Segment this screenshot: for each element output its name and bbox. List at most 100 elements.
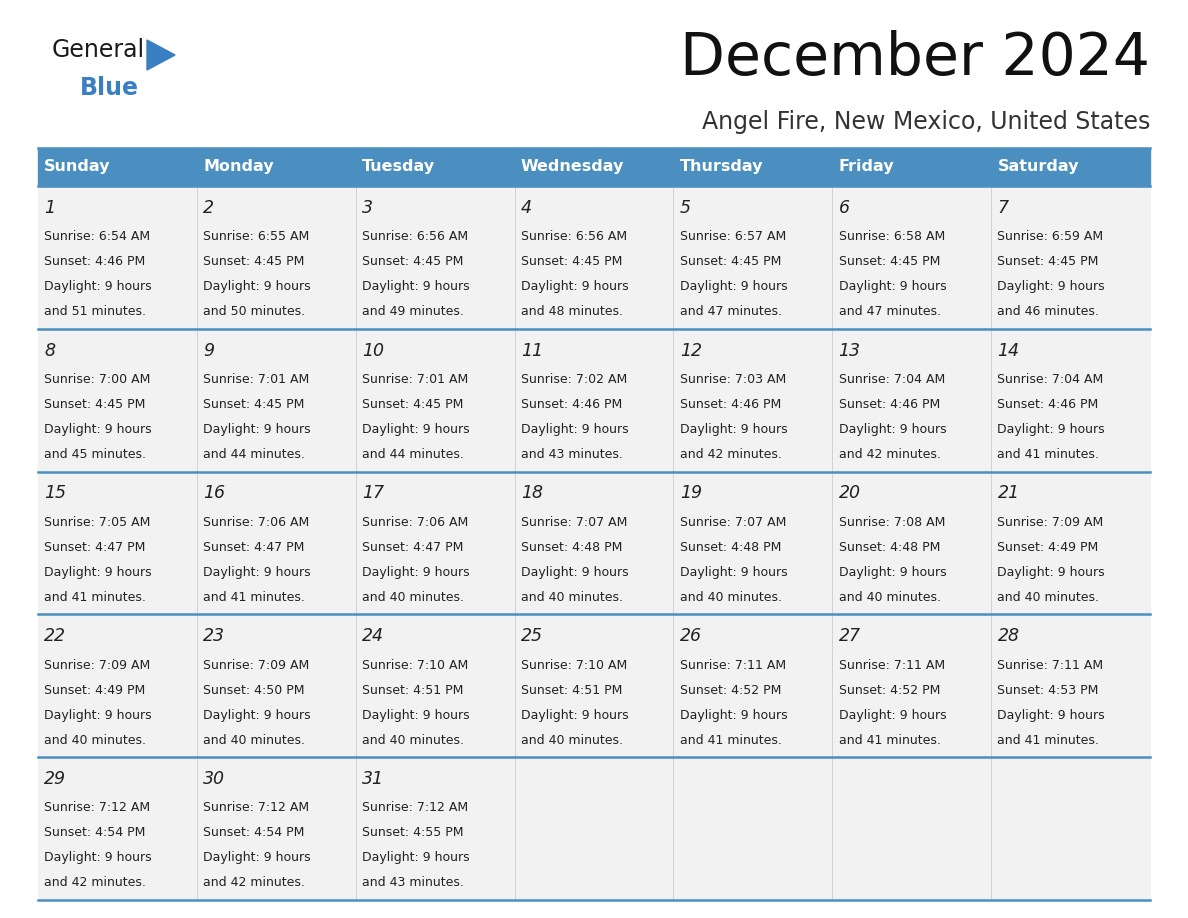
Text: and 45 minutes.: and 45 minutes. [44,448,146,461]
Text: Daylight: 9 hours: Daylight: 9 hours [520,565,628,579]
Text: and 40 minutes.: and 40 minutes. [520,591,623,604]
Text: and 48 minutes.: and 48 minutes. [520,306,623,319]
Text: General: General [52,38,145,62]
Text: Sunrise: 7:10 AM: Sunrise: 7:10 AM [362,659,468,672]
Text: Daylight: 9 hours: Daylight: 9 hours [203,423,311,436]
Text: and 40 minutes.: and 40 minutes. [362,733,465,746]
Text: Sunrise: 7:10 AM: Sunrise: 7:10 AM [520,659,627,672]
Text: Sunset: 4:51 PM: Sunset: 4:51 PM [520,684,623,697]
Text: 25: 25 [520,627,543,645]
Text: 27: 27 [839,627,860,645]
Text: and 40 minutes.: and 40 minutes. [520,733,623,746]
Text: 5: 5 [680,199,690,217]
Text: Daylight: 9 hours: Daylight: 9 hours [44,280,152,293]
Text: Monday: Monday [203,160,274,174]
Text: Sunrise: 6:59 AM: Sunrise: 6:59 AM [998,230,1104,243]
Text: and 42 minutes.: and 42 minutes. [44,877,146,890]
Text: Daylight: 9 hours: Daylight: 9 hours [839,423,947,436]
Text: 1: 1 [44,199,56,217]
Text: Sunrise: 6:57 AM: Sunrise: 6:57 AM [680,230,786,243]
Text: 24: 24 [362,627,384,645]
Text: Sunset: 4:52 PM: Sunset: 4:52 PM [839,684,940,697]
Text: Sunset: 4:46 PM: Sunset: 4:46 PM [520,398,623,411]
Text: Sunset: 4:45 PM: Sunset: 4:45 PM [203,398,304,411]
Text: Daylight: 9 hours: Daylight: 9 hours [680,709,788,722]
Text: Saturday: Saturday [998,160,1079,174]
Bar [38,757,1150,900]
Text: Daylight: 9 hours: Daylight: 9 hours [362,709,469,722]
Text: 26: 26 [680,627,702,645]
Text: 30: 30 [203,770,226,788]
Text: Sunset: 4:49 PM: Sunset: 4:49 PM [998,541,1099,554]
Text: Sunset: 4:47 PM: Sunset: 4:47 PM [203,541,304,554]
Text: Sunset: 4:45 PM: Sunset: 4:45 PM [44,398,146,411]
Text: 16: 16 [203,485,226,502]
Text: Sunset: 4:48 PM: Sunset: 4:48 PM [839,541,940,554]
Text: 15: 15 [44,485,67,502]
Text: Daylight: 9 hours: Daylight: 9 hours [203,565,311,579]
Text: and 47 minutes.: and 47 minutes. [839,306,941,319]
Text: Sunset: 4:51 PM: Sunset: 4:51 PM [362,684,463,697]
Text: December 2024: December 2024 [680,30,1150,87]
Text: Sunrise: 7:03 AM: Sunrise: 7:03 AM [680,373,786,386]
Text: and 44 minutes.: and 44 minutes. [203,448,305,461]
Text: Sunrise: 7:04 AM: Sunrise: 7:04 AM [839,373,944,386]
Text: 22: 22 [44,627,67,645]
Text: 2: 2 [203,199,214,217]
Text: Daylight: 9 hours: Daylight: 9 hours [362,852,469,865]
Text: Sunrise: 6:55 AM: Sunrise: 6:55 AM [203,230,309,243]
Text: 28: 28 [998,627,1019,645]
Text: Daylight: 9 hours: Daylight: 9 hours [998,423,1105,436]
Text: Sunrise: 7:06 AM: Sunrise: 7:06 AM [362,516,468,529]
Text: Daylight: 9 hours: Daylight: 9 hours [839,280,947,293]
Text: 18: 18 [520,485,543,502]
Text: 17: 17 [362,485,384,502]
Text: Sunrise: 6:54 AM: Sunrise: 6:54 AM [44,230,151,243]
Text: Sunrise: 7:12 AM: Sunrise: 7:12 AM [203,801,309,814]
Text: Sunset: 4:45 PM: Sunset: 4:45 PM [362,398,463,411]
Text: and 41 minutes.: and 41 minutes. [680,733,782,746]
Text: 9: 9 [203,341,214,360]
Text: Sunrise: 7:01 AM: Sunrise: 7:01 AM [203,373,309,386]
Text: 23: 23 [203,627,226,645]
Text: and 41 minutes.: and 41 minutes. [839,733,941,746]
Text: Daylight: 9 hours: Daylight: 9 hours [839,709,947,722]
Text: Daylight: 9 hours: Daylight: 9 hours [362,423,469,436]
Text: Sunrise: 7:06 AM: Sunrise: 7:06 AM [203,516,309,529]
Text: and 43 minutes.: and 43 minutes. [362,877,465,890]
Text: Daylight: 9 hours: Daylight: 9 hours [520,280,628,293]
Text: Sunrise: 7:12 AM: Sunrise: 7:12 AM [362,801,468,814]
Text: Sunrise: 7:00 AM: Sunrise: 7:00 AM [44,373,151,386]
Bar [38,186,1150,329]
Text: Sunrise: 7:11 AM: Sunrise: 7:11 AM [998,659,1104,672]
Text: Daylight: 9 hours: Daylight: 9 hours [203,709,311,722]
Text: Daylight: 9 hours: Daylight: 9 hours [203,852,311,865]
Text: Sunset: 4:46 PM: Sunset: 4:46 PM [998,398,1099,411]
Text: and 46 minutes.: and 46 minutes. [998,306,1099,319]
Text: Sunset: 4:53 PM: Sunset: 4:53 PM [998,684,1099,697]
Text: and 47 minutes.: and 47 minutes. [680,306,782,319]
Text: and 41 minutes.: and 41 minutes. [998,448,1099,461]
Text: 11: 11 [520,341,543,360]
Bar [38,148,1150,186]
Text: Sunrise: 7:07 AM: Sunrise: 7:07 AM [520,516,627,529]
Text: Sunset: 4:48 PM: Sunset: 4:48 PM [680,541,782,554]
Text: Sunset: 4:45 PM: Sunset: 4:45 PM [680,255,782,268]
Bar [38,329,1150,472]
Text: Sunset: 4:46 PM: Sunset: 4:46 PM [44,255,146,268]
Text: Daylight: 9 hours: Daylight: 9 hours [520,423,628,436]
Text: Sunset: 4:46 PM: Sunset: 4:46 PM [839,398,940,411]
Text: Sunset: 4:45 PM: Sunset: 4:45 PM [362,255,463,268]
Text: and 40 minutes.: and 40 minutes. [362,591,465,604]
Text: Daylight: 9 hours: Daylight: 9 hours [998,709,1105,722]
Text: Daylight: 9 hours: Daylight: 9 hours [44,565,152,579]
Text: and 49 minutes.: and 49 minutes. [362,306,465,319]
Text: Sunrise: 7:02 AM: Sunrise: 7:02 AM [520,373,627,386]
Text: Sunrise: 7:12 AM: Sunrise: 7:12 AM [44,801,151,814]
Text: and 40 minutes.: and 40 minutes. [44,733,146,746]
Text: Sunrise: 6:56 AM: Sunrise: 6:56 AM [520,230,627,243]
Text: and 42 minutes.: and 42 minutes. [680,448,782,461]
Text: Sunrise: 7:09 AM: Sunrise: 7:09 AM [44,659,151,672]
Text: Sunrise: 7:08 AM: Sunrise: 7:08 AM [839,516,944,529]
Text: 4: 4 [520,199,532,217]
